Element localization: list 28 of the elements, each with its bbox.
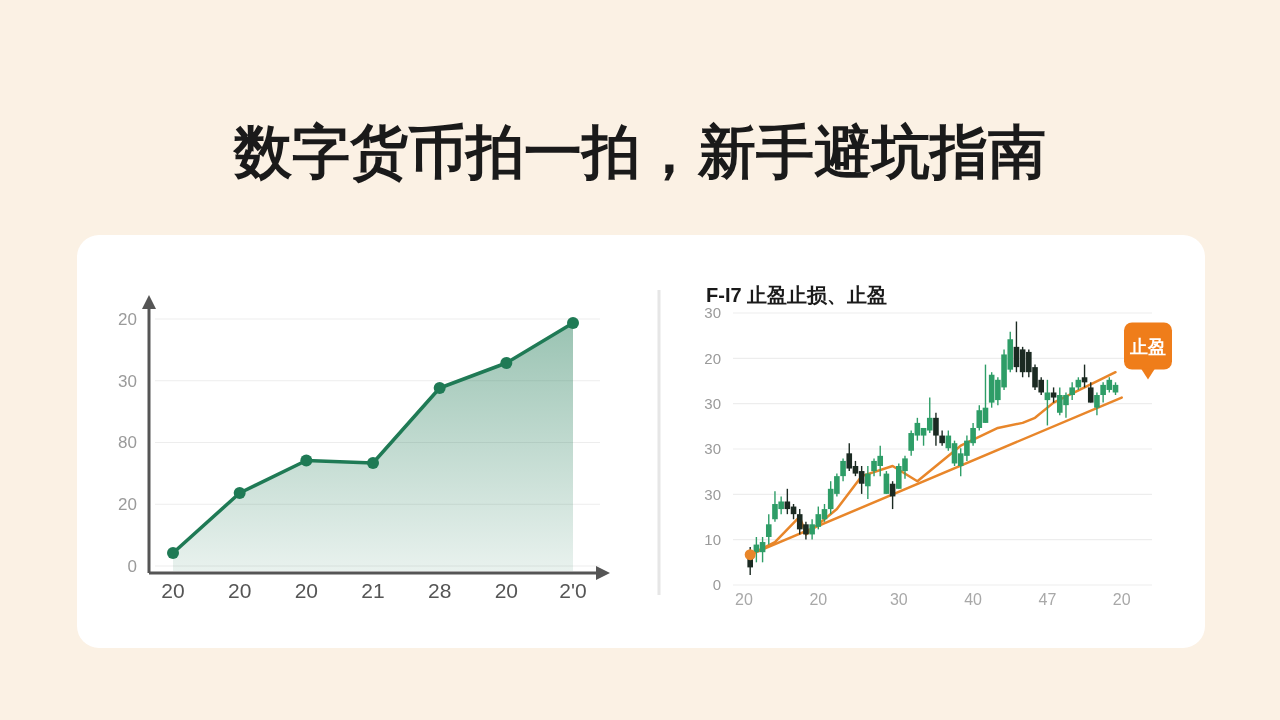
x-tick-label: 21 <box>361 579 385 602</box>
x-tick-label: 20 <box>494 579 519 602</box>
x-tick-label: 2'0 <box>559 579 587 602</box>
category-label: 30 <box>704 440 721 458</box>
category-label: 20 <box>118 309 137 329</box>
category-label: 0 <box>712 576 721 594</box>
category-label: 0 <box>127 556 137 576</box>
category-label: 30 <box>704 485 721 503</box>
x-tick-label: 40 <box>964 591 983 608</box>
callout: 止盈 <box>1124 322 1172 380</box>
x-tick-label: 20 <box>227 579 252 602</box>
chart-title: F-I7 止盈止损、止盈 <box>706 284 888 306</box>
x-tick-label: 20 <box>161 579 185 602</box>
category-label: 30 <box>118 371 137 391</box>
x-tick-label: 20 <box>809 591 828 608</box>
category-label: 20 <box>704 349 721 367</box>
x-tick-label: 20 <box>735 591 753 608</box>
chart-title: 数字货币拍一拍，新手避坑指南 <box>232 119 1046 184</box>
category-label: 80 <box>118 433 137 453</box>
category-label: 30 <box>704 304 721 322</box>
category-label: 10 <box>704 530 721 548</box>
x-tick-label: 20 <box>1112 591 1131 608</box>
category-label: 20 <box>118 495 137 515</box>
x-tick-label: 30 <box>889 591 908 608</box>
x-tick-label: 20 <box>294 579 319 602</box>
x-tick-label: 28 <box>427 579 452 602</box>
category-label: 30 <box>704 394 721 412</box>
x-tick-label: 47 <box>1038 591 1057 608</box>
